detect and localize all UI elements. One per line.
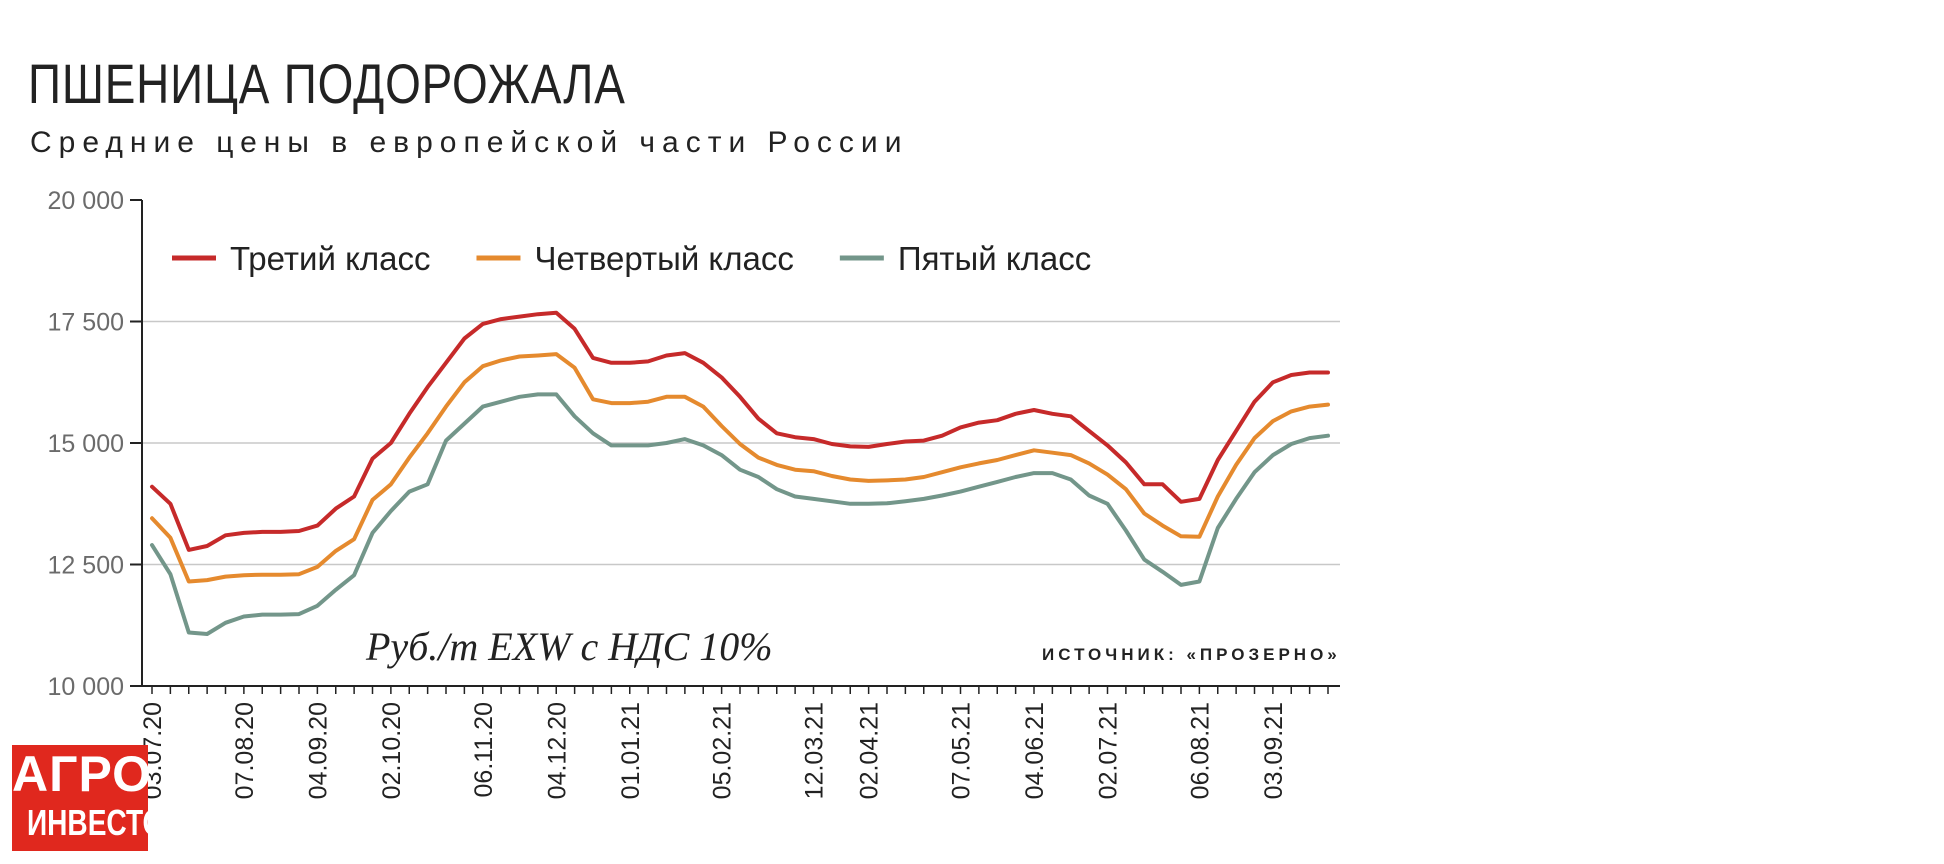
y-tick-label: 20 000 (48, 187, 124, 215)
x-tick-label: 04.06.21 (1021, 702, 1049, 799)
y-tick-label: 15 000 (48, 430, 124, 458)
logo-line2: ИНВЕСТОР (26, 802, 184, 843)
x-tick-label: 04.12.20 (543, 702, 571, 799)
source-annotation: ИСТОЧНИК: «ПРОЗЕРНО» (1042, 645, 1341, 664)
y-tick-label: 12 500 (48, 552, 124, 580)
series-lines (150, 310, 1330, 636)
x-tick-label: 01.01.21 (617, 702, 645, 799)
x-axis: 03.07.20 07.08.20 04.09.20 02.10.20 06.11.20… (139, 685, 1340, 799)
x-tick-label: 07.05.21 (948, 702, 976, 799)
x-tick-label: 06.08.21 (1186, 702, 1214, 799)
x-tick-label: 07.08.20 (231, 702, 259, 799)
units-annotation: Руб./т EXW с НДС 10% (365, 624, 773, 669)
x-tick-label: 03.09.21 (1260, 702, 1288, 799)
x-tick-label: 06.11.20 (470, 702, 498, 797)
x-tick-label: 04.09.20 (304, 702, 332, 799)
logo-line1: АГРО (12, 746, 153, 802)
y-tick-label: 17 500 (48, 309, 124, 337)
legend-label: Третий класс (230, 240, 430, 277)
chart-title: ПШЕНИЦА ПОДОРОЖАЛА (28, 52, 626, 115)
x-tick-label: 12.03.21 (801, 702, 829, 799)
x-tick-label: 02.07.21 (1095, 702, 1123, 799)
y-tick-label: 10 000 (48, 673, 124, 701)
x-tick-label: 02.04.21 (856, 702, 884, 799)
y-axis: 10 000 12 500 15 000 17 500 20 000 (48, 187, 143, 701)
series-line (150, 392, 1330, 636)
series-line (150, 310, 1330, 552)
x-tick-label: 02.10.20 (378, 702, 406, 799)
series-line (150, 352, 1330, 584)
legend: Третий класс Четвертый класс Пятый класс (172, 240, 1091, 277)
agroinvestor-logo: АГРО ИНВЕСТОР (12, 745, 184, 851)
x-tick-label: 05.02.21 (709, 702, 737, 799)
legend-label: Четвертый класс (534, 240, 793, 277)
legend-label: Пятый класс (898, 240, 1091, 277)
chart-subtitle: Средние цены в европейской части России (30, 126, 909, 159)
